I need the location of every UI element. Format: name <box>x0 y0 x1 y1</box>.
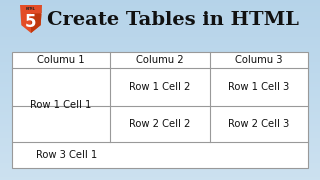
Text: Row 1 Cell 3: Row 1 Cell 3 <box>228 82 290 92</box>
Bar <box>12 52 308 168</box>
Polygon shape <box>20 5 42 33</box>
Text: Row 2 Cell 2: Row 2 Cell 2 <box>129 119 191 129</box>
Text: Row 2 Cell 3: Row 2 Cell 3 <box>228 119 290 129</box>
Text: Row 1 Cell 1: Row 1 Cell 1 <box>30 100 92 110</box>
Text: Columu 3: Columu 3 <box>235 55 283 65</box>
Text: Columu 1: Columu 1 <box>37 55 85 65</box>
Bar <box>12 52 308 168</box>
Text: Columu 2: Columu 2 <box>136 55 184 65</box>
Text: Row 1 Cell 2: Row 1 Cell 2 <box>129 82 191 92</box>
Text: 5: 5 <box>25 13 37 31</box>
Text: HTML: HTML <box>26 6 36 10</box>
Text: Create Tables in HTML: Create Tables in HTML <box>47 11 299 29</box>
Polygon shape <box>31 5 42 33</box>
Text: Row 3 Cell 1: Row 3 Cell 1 <box>36 150 98 160</box>
